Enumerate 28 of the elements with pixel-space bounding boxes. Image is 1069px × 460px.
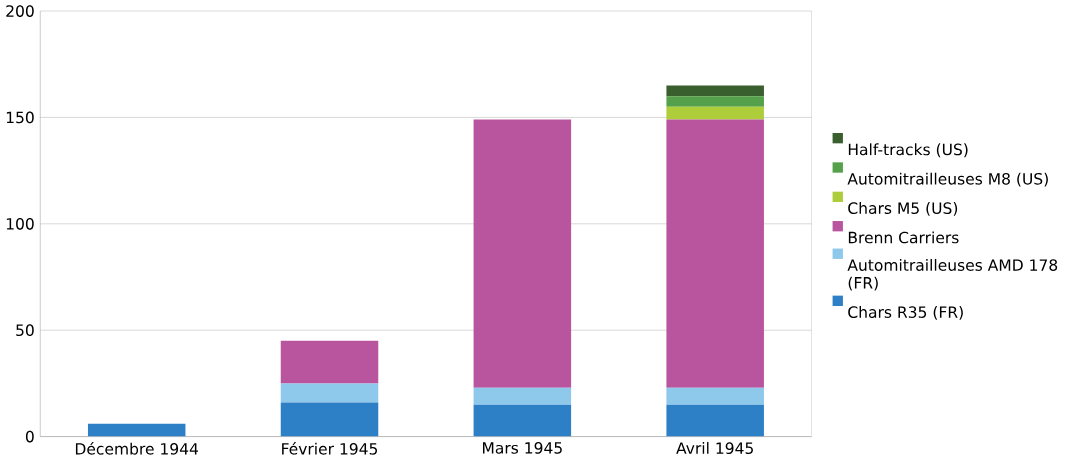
x-tick-label: Décembre 1944 [75, 442, 199, 455]
y-tick-label: 200 [6, 5, 34, 17]
bar [666, 106, 764, 120]
bar [666, 404, 764, 437]
y-tick-label: 50 [16, 324, 34, 337]
x-tick-label: Avril 1945 [676, 442, 753, 455]
bar [666, 85, 764, 97]
bar [473, 387, 572, 405]
legend-label: Brenn Carriers [848, 231, 959, 244]
legend-label: Chars M5 (US) [848, 202, 958, 216]
bar [473, 404, 572, 437]
legend-label: Automitrailleuses M8 (US) [847, 172, 1048, 187]
y-tick-label: 0 [25, 430, 34, 443]
y-tick-label: 100 [6, 218, 34, 230]
y-tick-label: 150 [6, 111, 34, 124]
bar [666, 387, 764, 405]
x-tick-label: Mars 1945 [482, 442, 562, 454]
legend-label: Chars R35 (FR) [848, 306, 963, 320]
bar [87, 423, 186, 437]
bar [280, 402, 379, 437]
bar [666, 96, 764, 107]
legend-label: Half-tracks (US) [848, 143, 968, 158]
legend-label: Automitrailleuses AMD 178 (FR) [847, 258, 1058, 291]
bar [280, 340, 379, 384]
bar [666, 119, 764, 388]
bar [280, 383, 379, 403]
bar [473, 119, 572, 388]
x-tick-label: Février 1945 [282, 442, 378, 455]
